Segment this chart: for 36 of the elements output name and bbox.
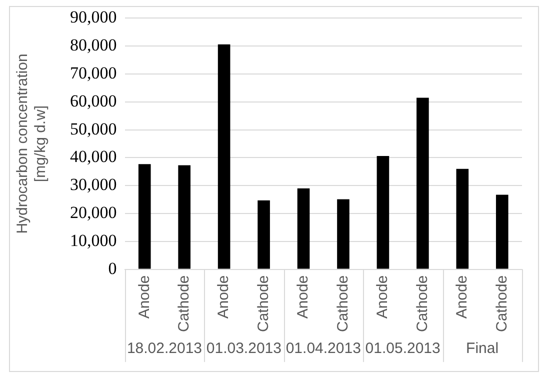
bar: [337, 199, 350, 269]
y-tick-label: 20,000: [70, 202, 117, 222]
x-tick-label: Anode: [454, 275, 471, 319]
y-tick-label: 10,000: [70, 230, 117, 250]
bar: [138, 164, 151, 269]
bar: [496, 194, 508, 269]
bar: [297, 188, 310, 269]
bar: [376, 156, 390, 269]
x-tick-label: Cathode: [175, 275, 192, 332]
y-tick-label: 70,000: [70, 63, 117, 82]
x-tick-label: Anode: [294, 275, 312, 319]
y-tick-label: 40,000: [70, 147, 117, 166]
y-tick-label: 30,000: [70, 175, 117, 194]
bar: [416, 98, 429, 269]
x-tick-label: Anode: [374, 275, 392, 319]
y-axis-title: Hydrocarbon concentration [mg/kg d.w]: [14, 54, 50, 234]
y-tick-label: 0: [108, 258, 117, 278]
bar: [178, 165, 190, 269]
text: 18.02.2013: [126, 340, 202, 358]
text: 01.04.2013: [286, 340, 361, 358]
text: 01.03.2013: [206, 340, 282, 358]
y-tick-label: 90,000: [70, 8, 117, 27]
x-tick-label: Cathode: [414, 275, 431, 332]
y-tick-label: 60,000: [70, 91, 117, 110]
bar: [218, 44, 230, 269]
x-tick-label: Cathode: [254, 275, 272, 332]
text: Final: [466, 340, 499, 358]
bar: [258, 200, 270, 269]
y-tick-label: 80,000: [70, 36, 117, 55]
x-tick-label: Anode: [136, 275, 153, 319]
y-tick-label: 50,000: [70, 119, 117, 138]
x-tick-label: Cathode: [334, 275, 352, 332]
bar: [456, 168, 469, 269]
x-tick-label: Cathode: [493, 275, 510, 332]
text: 01.05.2013: [365, 340, 440, 358]
x-tick-label: Anode: [215, 275, 232, 319]
